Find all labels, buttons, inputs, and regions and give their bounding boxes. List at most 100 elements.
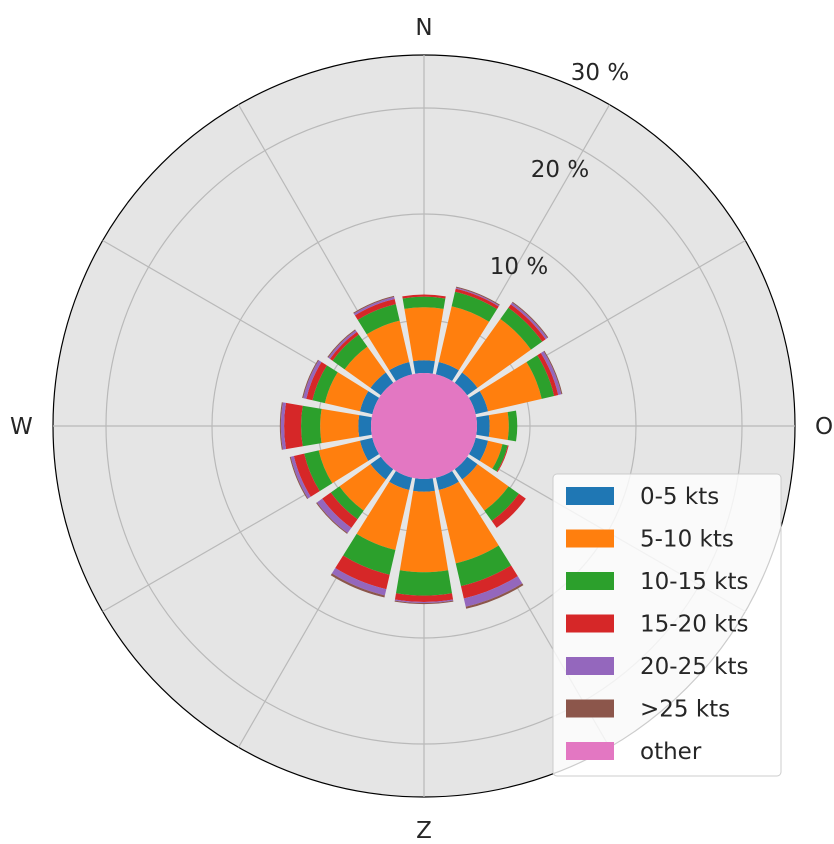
bar-ESE-1 (479, 440, 503, 469)
legend-swatch (566, 699, 614, 718)
bar-W-1 (320, 408, 360, 444)
bar-S-0 (413, 478, 435, 492)
bar-ENE-3 (537, 352, 559, 396)
bar-NNE-0 (435, 361, 459, 382)
bar-ESE-0 (468, 437, 489, 461)
bar-WNW-5 (302, 359, 319, 399)
bar-SSE-2 (455, 545, 512, 587)
bar-SSE-1 (438, 481, 499, 564)
bar-WSW-3 (293, 453, 320, 497)
bar-ENE-0 (468, 391, 489, 415)
bar-NNE-4 (455, 287, 500, 307)
bar-S-3 (394, 593, 454, 602)
bar-N-0 (413, 360, 435, 374)
bar-W-2 (301, 405, 322, 447)
legend-swatch (566, 742, 614, 760)
bar-ESE-2 (492, 444, 508, 472)
bar-WSW-5 (289, 456, 309, 500)
bar-N-3 (402, 294, 446, 299)
bar-N-2 (402, 296, 446, 309)
compass-label-west: W (10, 414, 33, 440)
bar-WNW-1 (324, 372, 369, 412)
bar-SE-3 (491, 493, 526, 528)
bar-NE-3 (508, 304, 546, 342)
bar-SW-3 (322, 492, 358, 528)
legend-swatch (566, 487, 614, 505)
radial-tick-20: 20 % (531, 157, 589, 183)
bar-NE-0 (454, 372, 478, 396)
legend-label: 0-5 kts (640, 484, 719, 510)
bar-SW-1 (339, 464, 386, 511)
legend-label: 20-25 kts (640, 654, 748, 680)
bar-ENE-1 (479, 361, 542, 412)
bar-WNW-2 (312, 365, 338, 404)
bar-W-3 (284, 402, 303, 450)
bar-W-4 (280, 402, 286, 450)
bar-SSE-3 (460, 565, 518, 599)
bar-SSW-5 (330, 573, 385, 598)
bar-WSW-0 (359, 437, 380, 461)
bar-NNE-2 (451, 291, 498, 322)
compass-label-south: Z (416, 818, 432, 844)
legend: 0-5 kts 5-10 kts 10-15 kts 15-20 kts 20-25 k… (552, 473, 782, 777)
bar-SE-2 (484, 486, 519, 521)
bar-NNW-3 (354, 298, 396, 320)
bar-NW-3 (329, 331, 359, 361)
bar-SW-5 (316, 502, 348, 534)
bar-NNE-3 (454, 288, 499, 310)
bar-WSW-2 (304, 450, 333, 492)
bar-WNW-3 (306, 361, 327, 401)
bar-NNW-2 (357, 304, 400, 335)
bar-WNW-0 (359, 391, 380, 415)
legend-swatch (566, 614, 614, 633)
bar-E-2 (507, 410, 518, 442)
bar-SSW-4 (331, 568, 387, 596)
bar-W-5 (279, 402, 283, 450)
bar-E-1 (488, 412, 509, 440)
bar-NNW-5 (353, 295, 395, 314)
bar-NNE-5 (455, 286, 500, 306)
legend-swatch (566, 657, 614, 675)
bar-NW-4 (328, 330, 357, 359)
bar-ESE-3 (496, 445, 509, 473)
bar-W-0 (358, 415, 372, 437)
legend-swatch (566, 529, 614, 548)
bar-NNW-4 (353, 296, 395, 316)
legend-swatch (566, 572, 614, 590)
radial-tick-10: 10 % (490, 254, 548, 280)
compass-label-east: O (815, 414, 833, 440)
legend-label: >25 kts (640, 697, 730, 723)
legend-label: 5-10 kts (640, 527, 734, 553)
bar-SSE-4 (463, 576, 523, 607)
calm-circle (371, 373, 477, 479)
bar-SE-1 (462, 464, 509, 511)
legend-label: 10-15 kts (640, 569, 748, 595)
legend-label: other (640, 739, 702, 765)
bar-WSW-4 (290, 456, 311, 499)
bar-NW-5 (327, 329, 356, 358)
bar-SW-0 (370, 456, 394, 480)
compass-label-north: N (415, 15, 432, 41)
bar-NW-1 (344, 346, 386, 388)
bar-WSW-1 (318, 440, 369, 484)
bar-S-2 (396, 570, 452, 596)
bar-SSW-3 (335, 555, 390, 590)
bar-NNW-1 (366, 320, 410, 371)
radial-tick-30: 30 % (571, 60, 629, 86)
bar-SSW-1 (356, 481, 410, 550)
bar-NE-1 (462, 318, 532, 388)
calm-disk (371, 373, 477, 479)
bar-NNE-1 (438, 306, 490, 371)
bar-S-1 (399, 490, 449, 573)
bar-NNW-0 (389, 361, 413, 382)
bar-SSW-2 (343, 533, 396, 575)
bar-NW-0 (370, 372, 394, 396)
bar-S-5 (394, 600, 454, 605)
wind-bars (279, 286, 563, 609)
bar-SE-0 (454, 456, 478, 480)
bar-NW-2 (332, 334, 368, 370)
bar-ENE-5 (543, 350, 563, 395)
bar-ENE-2 (526, 355, 555, 399)
bar-SW-4 (316, 498, 352, 534)
